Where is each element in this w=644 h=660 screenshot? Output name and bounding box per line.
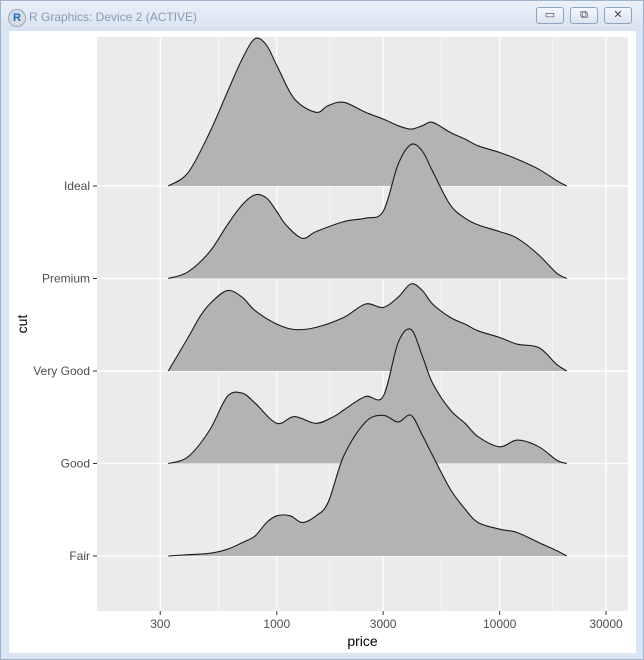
x-axis: 300 1000 3000 10000 30000: [150, 611, 623, 631]
x-tick-label: 10000: [483, 617, 517, 631]
x-tick-label: 3000: [370, 617, 397, 631]
title-bar[interactable]: R R Graphics: Device 2 (ACTIVE) ▭ ⧉ ✕: [1, 1, 643, 31]
ridge-area-fair: [168, 414, 567, 556]
y-tick-label: Ideal: [64, 179, 90, 193]
close-button[interactable]: ✕: [604, 7, 632, 24]
ridge-line-good: [168, 328, 567, 465]
y-axis: Fair Good Very Good Premium Ideal: [33, 179, 97, 563]
maximize-button[interactable]: ⧉: [570, 7, 598, 24]
x-tick-label: 30000: [589, 617, 623, 631]
y-tick-label: Premium: [42, 272, 90, 286]
close-icon: ✕: [613, 9, 623, 21]
ridge-area-ideal: [168, 38, 567, 187]
restore-icon: ⧉: [580, 9, 588, 21]
y-tick-label: Fair: [69, 549, 90, 563]
window-title: R Graphics: Device 2 (ACTIVE): [29, 10, 198, 24]
minimize-button[interactable]: ▭: [536, 7, 564, 24]
x-tick-label: 1000: [263, 617, 290, 631]
y-axis-title: cut: [14, 315, 30, 334]
y-tick-label: Very Good: [33, 364, 90, 378]
ridge-area-very-good: [168, 283, 567, 371]
r-app-icon: R: [8, 9, 26, 27]
ridge-area-premium: [168, 143, 567, 279]
ridge-line-very-good: [167, 283, 568, 372]
ridge-line-premium: [168, 143, 568, 280]
x-tick-label: 300: [150, 617, 170, 631]
ridge-line-ideal: [167, 37, 568, 187]
y-tick-label: Good: [61, 457, 90, 471]
ridge-line-fair: [168, 414, 568, 557]
ridges: [167, 37, 568, 557]
x-axis-title: price: [347, 633, 378, 649]
minimize-icon: ▭: [544, 9, 556, 21]
plot-area: Fair Good Very Good Premium Ideal 300 1000 300…: [9, 31, 636, 653]
